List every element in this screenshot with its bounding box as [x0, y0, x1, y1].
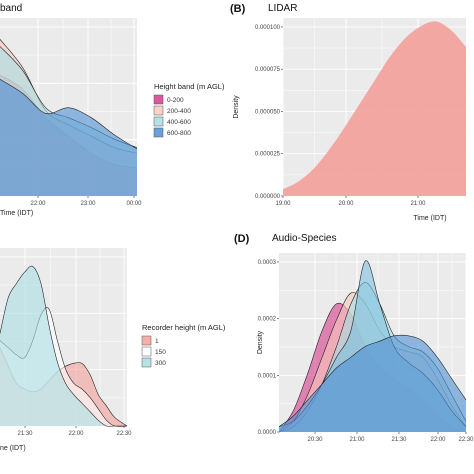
series-area-1 — [283, 21, 466, 196]
x-axis-label: ne (IDT) — [0, 445, 26, 452]
x-tick-label: 22:00 — [30, 201, 46, 207]
series-line-4 — [0, 78, 138, 150]
x-tick-label: 21:00 — [349, 437, 365, 443]
x-axis-label: Time (IDT) — [0, 210, 33, 217]
panel-a: 22:00 23:00 00:00 Time (IDT) band Height band… — [0, 3, 225, 217]
legend: Recorder height (m AGL) 1 150 300 — [141, 323, 226, 368]
x-tick-label: 23:00 — [80, 201, 96, 207]
panel-title: Audio-Species — [272, 233, 336, 244]
series-group — [278, 260, 467, 433]
legend: Height band (m AGL) 0-200 200-400 400-600 60… — [153, 82, 225, 138]
x-tick-label: 21:30 — [391, 437, 407, 443]
panel-b: 0.000000 0.000025 0.000050 0.000075 0.000100… — [230, 3, 466, 222]
x-axis: 19:00 20:00 21:00 Time (IDT) — [275, 196, 447, 222]
legend-label: 0-200 — [167, 97, 184, 104]
series-line-5 — [278, 334, 467, 427]
y-axis-label: Density — [257, 330, 264, 354]
y-axis: 0.0000 0.0001 0.0002 0.0003 Density — [257, 260, 279, 436]
series-area-4 — [0, 79, 137, 196]
x-tick-label: 21:00 — [410, 201, 426, 207]
legend-title: Recorder height (m AGL) — [142, 323, 226, 332]
series-group — [0, 39, 138, 197]
legend-label: 300 — [155, 360, 166, 367]
y-tick-label: 0.0001 — [258, 373, 277, 379]
legend-label: 1 — [155, 338, 159, 345]
x-tick-label: 00:00 — [126, 201, 142, 207]
series-area-3 — [0, 266, 127, 427]
panel-c: 21:30 22:00 22:30 ne (IDT) Recorder height (… — [0, 248, 226, 452]
x-axis-label: Time (IDT) — [413, 215, 446, 222]
legend-swatch — [153, 116, 164, 127]
legend-swatch — [141, 357, 152, 368]
x-axis: 21:30 22:00 22:30 ne (IDT) — [0, 426, 132, 452]
y-tick-label: 0.000100 — [255, 25, 281, 31]
legend-label: 150 — [155, 349, 166, 356]
x-axis: 22:00 23:00 00:00 Time (IDT) — [0, 196, 142, 217]
series-line-3 — [0, 265, 127, 427]
panel-d: 0.0000 0.0001 0.0002 0.0003 Density 20:30 21:0… — [234, 233, 474, 443]
legend-label: 600-800 — [167, 130, 191, 137]
panel-title: LIDAR — [268, 3, 297, 14]
y-tick-label: 0.000075 — [255, 67, 281, 73]
y-tick-label: 0.0000 — [258, 430, 277, 436]
y-tick-label: 0.0002 — [258, 317, 277, 323]
x-tick-label: 20:00 — [338, 201, 354, 207]
y-axis: 0.000000 0.000025 0.000050 0.000075 0.000100… — [233, 25, 283, 200]
panel-title: band — [0, 3, 22, 14]
x-tick-label: 20:30 — [307, 437, 323, 443]
legend-swatch — [141, 346, 152, 357]
legend-swatch — [153, 94, 164, 105]
x-axis: 20:30 21:00 21:30 22:00 22:30 — [307, 432, 474, 443]
y-tick-label: 0.000025 — [255, 152, 281, 158]
legend-swatch — [153, 105, 164, 116]
legend-swatch — [141, 335, 152, 346]
x-tick-label: 22:00 — [430, 437, 446, 443]
x-tick-label: 22:30 — [458, 437, 474, 443]
y-axis-label: Density — [233, 95, 240, 119]
series-group — [0, 265, 128, 427]
x-tick-label: 21:30 — [17, 431, 33, 437]
y-tick-label: 0.000050 — [255, 109, 281, 115]
legend-title: Height band (m AGL) — [154, 82, 225, 91]
x-tick-label: 22:30 — [116, 431, 132, 437]
legend-swatch — [153, 127, 164, 138]
panel-letter: (B) — [230, 3, 246, 15]
series-area-5 — [279, 335, 466, 432]
x-tick-label: 19:00 — [275, 201, 291, 207]
panel-letter: (D) — [234, 233, 250, 245]
x-tick-label: 22:00 — [68, 431, 84, 437]
y-tick-label: 0.0003 — [258, 260, 277, 266]
legend-label: 400-600 — [167, 119, 191, 126]
legend-label: 200-400 — [167, 108, 191, 115]
y-tick-label: 0.000000 — [255, 194, 281, 200]
series-group — [283, 21, 466, 196]
